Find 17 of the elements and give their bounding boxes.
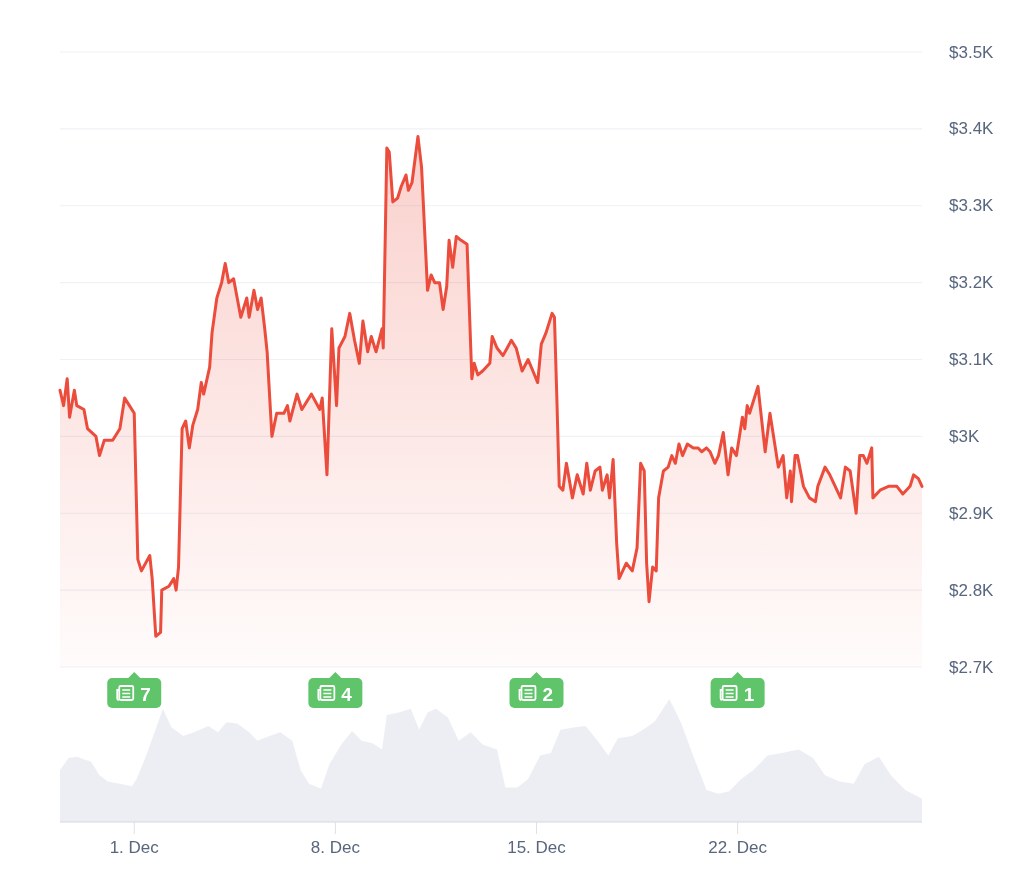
annotation: 4 — [341, 683, 353, 705]
y-tick-label: $2.7K — [949, 657, 995, 677]
y-tick-label: $3.3K — [949, 196, 995, 216]
annotation: 2 — [542, 683, 554, 705]
y-tick-label: $2.8K — [949, 580, 995, 600]
x-tick-label: 15. Dec — [507, 837, 567, 857]
x-tick-label: 22. Dec — [708, 837, 768, 857]
y-tick-label: $3.2K — [949, 273, 995, 293]
y-tick-label: $3K — [949, 426, 980, 446]
annotation: 1 — [743, 683, 755, 705]
y-tick-label: $3.5K — [949, 42, 995, 62]
y-tick-label: $3.4K — [949, 119, 995, 139]
annotation: 7 — [140, 683, 151, 705]
y-tick-label: $2.9K — [949, 503, 995, 523]
y-tick-label: $3.1K — [949, 350, 995, 369]
x-tick-label: 8. Dec — [310, 837, 361, 857]
x-tick-label: 1. Dec — [109, 837, 160, 857]
